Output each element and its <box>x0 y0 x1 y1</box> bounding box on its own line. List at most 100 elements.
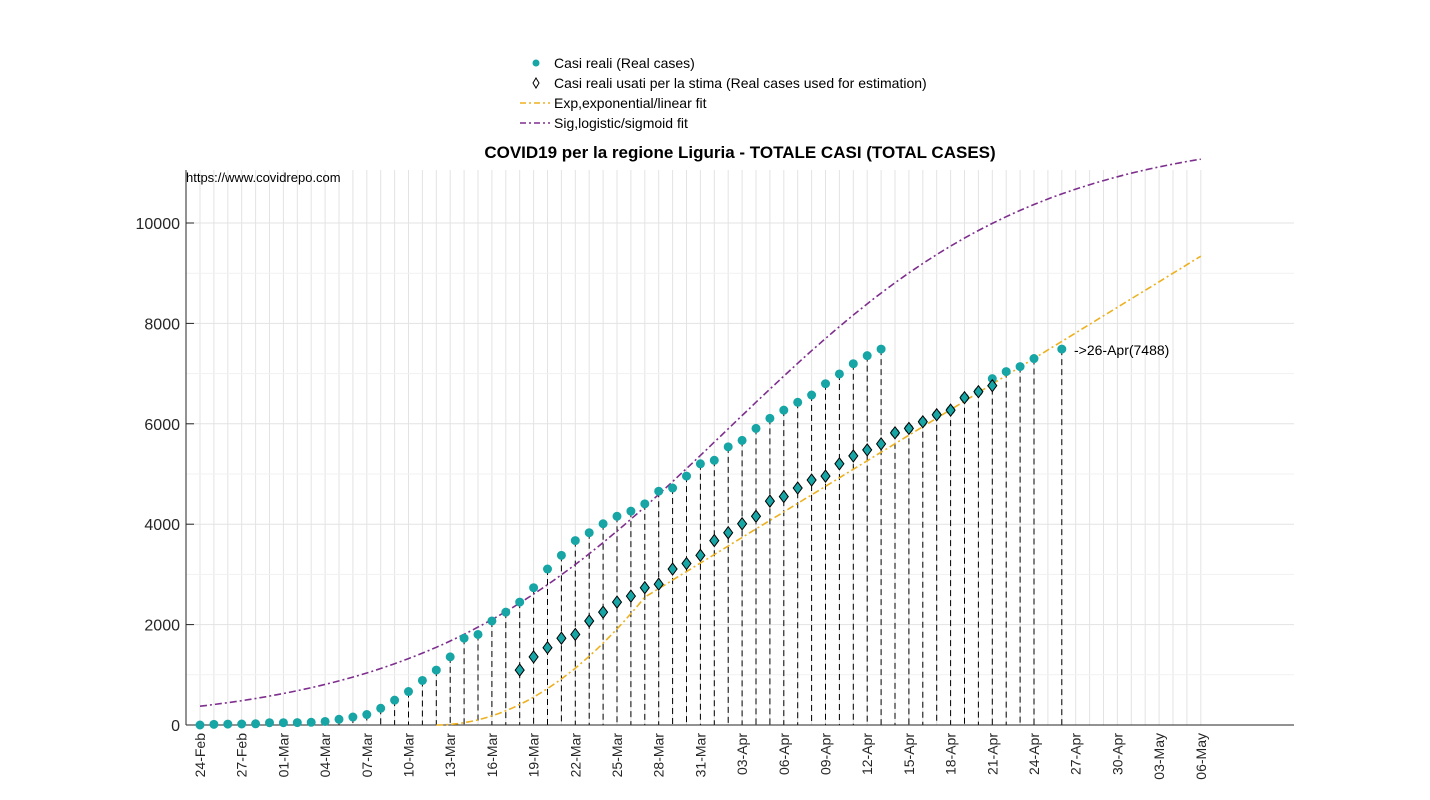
real-case-point <box>209 719 219 729</box>
real-case-point <box>1057 344 1067 354</box>
y-tick-label: 8000 <box>144 316 180 333</box>
real-case-point <box>765 413 775 423</box>
estimation-point <box>889 426 901 440</box>
x-tick-label: 12-Apr <box>859 733 875 775</box>
estimation-point <box>875 437 887 451</box>
estimation-point <box>709 533 720 548</box>
x-tick-label: 30-Apr <box>1109 733 1125 775</box>
real-case-point <box>501 607 511 617</box>
x-tick-label: 10-Mar <box>401 733 417 778</box>
y-tick-label: 2000 <box>144 618 180 635</box>
real-case-point <box>445 652 455 662</box>
estimation-point <box>528 650 539 664</box>
source-url: https://www.covidrepo.com <box>186 170 341 185</box>
real-case-point <box>556 550 566 560</box>
real-case-point <box>473 629 483 639</box>
real-case-point <box>459 633 469 643</box>
sigmoid-fit-curve <box>199 158 1201 707</box>
chart-legend: Casi reali (Real cases) Casi reali usati… <box>516 53 968 133</box>
real-case-point <box>334 714 344 724</box>
estimation-point <box>848 449 859 463</box>
x-tick-label: 22-Mar <box>567 733 583 778</box>
real-case-point <box>1015 362 1025 372</box>
real-case-point <box>404 687 413 697</box>
real-case-point <box>515 597 525 607</box>
estimation-point <box>917 414 928 429</box>
legend-label: Casi reali usati per la stima (Real case… <box>554 75 927 91</box>
y-tick-label: 4000 <box>144 517 180 534</box>
legend-entry-used-cases: Casi reali usati per la stima (Real case… <box>516 73 968 93</box>
real-case-point <box>709 455 719 465</box>
real-case-point <box>570 536 580 546</box>
x-tick-label: 27-Feb <box>234 733 250 778</box>
estimation-point <box>862 443 873 457</box>
real-case-point <box>320 716 330 726</box>
grid-lines <box>186 170 1294 726</box>
real-case-point <box>876 344 886 354</box>
y-tick-label: 10000 <box>136 216 181 233</box>
estimation-point <box>778 489 789 504</box>
real-case-point <box>417 675 427 685</box>
estimation-point <box>931 407 942 422</box>
estimation-point <box>959 390 970 405</box>
estimation-point <box>750 509 762 524</box>
real-case-point <box>640 499 650 509</box>
real-case-point <box>265 718 274 728</box>
legend-entry-real-cases: Casi reali (Real cases) <box>516 53 968 73</box>
legend-diamond-marker <box>532 77 540 89</box>
real-case-point <box>723 442 733 452</box>
real-case-point <box>529 583 539 593</box>
real-case-point <box>376 703 386 713</box>
x-tick-label: 09-Apr <box>818 733 834 775</box>
x-tick-label: 24-Apr <box>1026 733 1042 775</box>
tick-labels: 0 2000 4000 6000 8000 10000 24-Feb 27-Feb 01-Mar… <box>136 216 1209 780</box>
real-case-point <box>362 710 372 720</box>
estimation-point <box>611 595 623 609</box>
y-tick-label: 0 <box>171 718 180 735</box>
real-case-point <box>390 695 400 705</box>
real-case-point <box>793 397 803 407</box>
x-tick-label: 06-Apr <box>776 733 792 775</box>
real-case-point <box>821 379 830 389</box>
real-case-point <box>1001 367 1011 377</box>
x-tick-label: 03-May <box>1151 733 1167 780</box>
estimation-point <box>820 469 831 483</box>
estimation-point <box>736 516 748 531</box>
x-tick-label: 19-Mar <box>526 733 542 778</box>
real-case-point <box>348 712 358 722</box>
real-case-point <box>223 719 233 729</box>
data-points <box>195 344 1067 730</box>
legend-entry-exp-fit: Exp,exponential/linear fit <box>516 93 968 113</box>
chart-title: COVID19 per la regione Liguria - TOTALE … <box>484 143 996 162</box>
legend-circle-marker <box>532 59 540 67</box>
real-case-point <box>237 719 247 729</box>
real-case-point <box>807 390 817 400</box>
real-case-point <box>626 506 636 516</box>
estimation-point <box>792 481 803 495</box>
y-tick-label: 6000 <box>144 417 180 434</box>
real-case-point <box>668 483 678 493</box>
real-case-point <box>848 359 858 369</box>
x-tick-label: 28-Mar <box>651 733 667 778</box>
estimation-point <box>695 548 706 563</box>
x-tick-label: 25-Mar <box>609 733 625 778</box>
legend-dashdot-line <box>520 122 550 124</box>
x-tick-label: 13-Mar <box>442 733 458 778</box>
estimation-point <box>723 525 734 540</box>
real-case-point <box>682 471 691 481</box>
real-case-point <box>654 486 664 496</box>
estimation-point <box>834 456 845 471</box>
x-tick-label: 21-Apr <box>984 733 1000 775</box>
estimation-point <box>556 631 567 646</box>
fit-curves <box>199 158 1202 726</box>
estimation-point <box>514 663 525 677</box>
real-case-point <box>779 405 789 415</box>
exp-fit-curve <box>436 255 1202 726</box>
real-case-point <box>612 511 622 521</box>
x-tick-label: 16-Mar <box>484 733 500 778</box>
estimation-point <box>806 473 817 487</box>
real-case-point <box>751 423 761 433</box>
estimation-point <box>667 562 678 576</box>
x-tick-label: 03-Apr <box>734 733 750 775</box>
